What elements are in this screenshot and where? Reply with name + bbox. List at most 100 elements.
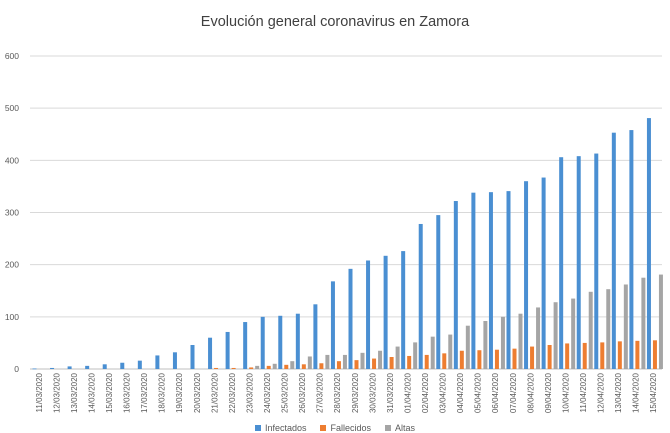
y-tick-label: 600 — [5, 51, 19, 61]
chart-legend: Infectados Fallecidos Altas — [0, 422, 670, 433]
bar-fallecidos-32 — [600, 342, 605, 369]
bar-infectados-6 — [137, 360, 142, 369]
legend-swatch-fallecidos — [320, 424, 327, 431]
bar-fallecidos-22 — [424, 354, 429, 369]
x-tick-label: 09/04/2020 — [544, 372, 553, 413]
bar-altas-17 — [342, 354, 347, 369]
bar-altas-16 — [325, 354, 330, 369]
bar-infectados-2 — [67, 366, 72, 369]
x-tick-label: 03/04/2020 — [439, 372, 448, 413]
x-tick-label: 23/03/2020 — [245, 372, 254, 413]
legend-item-altas: Altas — [385, 423, 415, 433]
bar-fallecidos-31 — [582, 342, 587, 369]
x-tick-label: 31/03/2020 — [386, 372, 395, 413]
bar-infectados-20 — [383, 255, 388, 369]
legend-swatch-altas — [385, 424, 392, 431]
bar-fallecidos-18 — [354, 360, 359, 369]
x-tick-label: 08/04/2020 — [526, 372, 535, 413]
bar-fallecidos-28 — [530, 346, 535, 369]
bar-infectados-19 — [366, 260, 371, 369]
bar-fallecidos-21 — [407, 355, 412, 369]
bar-infectados-15 — [295, 313, 300, 369]
bar-infectados-7 — [155, 355, 160, 369]
bar-fallecidos-14 — [284, 364, 289, 369]
bar-altas-29 — [553, 302, 558, 369]
y-tick-label: 400 — [5, 155, 19, 165]
bar-fallecidos-19 — [372, 358, 377, 369]
x-tick-label: 10/04/2020 — [561, 372, 570, 413]
legend-label-infectados: Infectados — [264, 422, 307, 433]
bar-altas-14 — [290, 361, 295, 369]
bar-altas-33 — [623, 284, 628, 369]
legend-item-fallecidos: Fallecidos — [320, 423, 371, 433]
bar-infectados-24 — [453, 201, 458, 369]
bar-altas-35 — [658, 274, 663, 369]
x-tick-label: 11/03/2020 — [35, 372, 44, 412]
bar-infectados-13 — [260, 316, 265, 369]
x-tick-label: 27/03/2020 — [316, 372, 325, 413]
bar-infectados-22 — [418, 223, 423, 369]
bar-infectados-25 — [471, 192, 476, 369]
bar-infectados-28 — [524, 181, 529, 369]
x-tick-label: 21/03/2020 — [210, 372, 219, 413]
x-tick-label: 14/03/2020 — [87, 372, 96, 413]
legend-item-infectados: Infectados — [254, 422, 307, 433]
bar-infectados-10 — [208, 337, 213, 369]
bar-infectados-23 — [436, 215, 441, 369]
x-tick-label: 01/04/2020 — [403, 372, 412, 413]
bar-infectados-4 — [102, 364, 107, 369]
x-tick-label: 26/03/2020 — [298, 372, 307, 413]
bar-infectados-17 — [330, 281, 335, 369]
x-tick-label: 13/04/2020 — [614, 372, 623, 413]
bar-infectados-5 — [120, 362, 125, 369]
x-tick-label: 12/04/2020 — [597, 372, 606, 413]
bar-altas-24 — [465, 325, 470, 369]
x-tick-label: 16/03/2020 — [123, 372, 132, 413]
chart-title: Evolución general coronavirus en Zamora — [200, 14, 470, 30]
bar-altas-21 — [413, 342, 418, 369]
x-tick-label: 15/03/2020 — [105, 372, 114, 413]
legend-label-altas: Altas — [395, 422, 416, 433]
bar-infectados-34 — [629, 130, 634, 369]
bar-fallecidos-35 — [652, 340, 657, 369]
bar-infectados-27 — [506, 191, 511, 369]
bar-altas-27 — [518, 313, 523, 369]
bar-infectados-33 — [611, 132, 616, 369]
x-tick-label: 04/04/2020 — [456, 372, 465, 413]
bar-infectados-9 — [190, 345, 195, 369]
bar-altas-31 — [588, 291, 593, 369]
x-tick-label: 11/04/2020 — [579, 372, 588, 412]
y-tick-label: 100 — [5, 312, 19, 322]
bar-altas-34 — [641, 277, 646, 369]
y-tick-label: 300 — [5, 208, 19, 218]
x-tick-label: 17/03/2020 — [140, 372, 149, 413]
bar-altas-32 — [606, 289, 611, 369]
bar-fallecidos-23 — [442, 353, 447, 369]
bar-fallecidos-25 — [477, 350, 482, 369]
bar-altas-18 — [360, 352, 365, 369]
bar-fallecidos-11 — [231, 367, 236, 369]
x-tick-label: 25/03/2020 — [281, 372, 290, 413]
bar-altas-28 — [536, 307, 541, 369]
bar-altas-19 — [378, 350, 383, 369]
bar-infectados-8 — [172, 352, 177, 369]
x-tick-label: 20/03/2020 — [193, 372, 202, 413]
bar-infectados-29 — [541, 177, 546, 369]
bar-fallecidos-16 — [319, 363, 324, 369]
bar-fallecidos-20 — [389, 357, 394, 369]
x-tick-label: 05/04/2020 — [474, 372, 483, 413]
x-tick-label: 06/04/2020 — [491, 372, 500, 413]
y-tick-label: 200 — [5, 260, 19, 270]
bar-infectados-35 — [646, 118, 651, 369]
bar-altas-12 — [255, 365, 260, 369]
bar-infectados-26 — [488, 192, 493, 369]
x-tick-label: 18/03/2020 — [158, 372, 167, 413]
bar-altas-15 — [307, 356, 312, 369]
bar-altas-26 — [500, 316, 505, 369]
bar-fallecidos-33 — [617, 341, 622, 369]
x-tick-label: 19/03/2020 — [175, 372, 184, 413]
bar-infectados-11 — [225, 331, 230, 369]
bar-infectados-32 — [594, 153, 599, 369]
legend-label-fallecidos: Fallecidos — [330, 422, 372, 433]
